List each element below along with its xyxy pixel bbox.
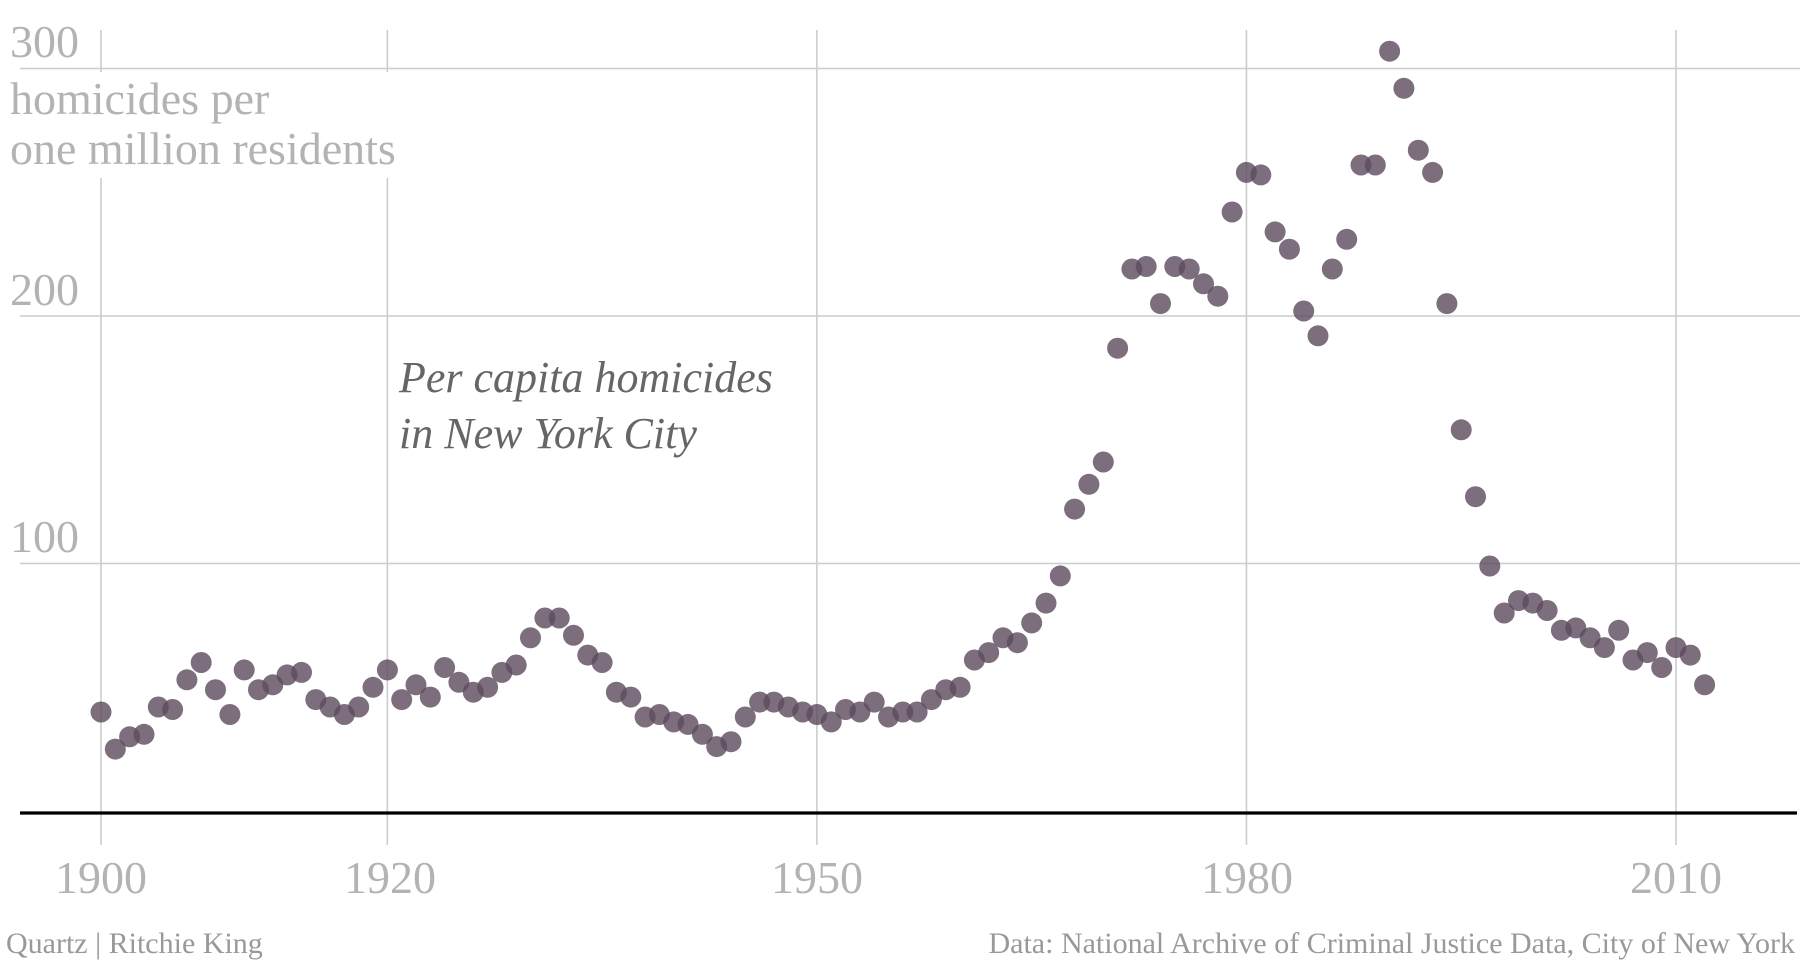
- data-point-1901: [104, 738, 126, 760]
- x-tick-label-2010: 2010: [1630, 852, 1722, 903]
- x-tick-label-1980: 1980: [1201, 852, 1293, 903]
- data-point-1929: [505, 654, 527, 676]
- y-axis-unit-label: homicides per one million residents: [10, 72, 406, 178]
- data-point-1920: [376, 659, 398, 681]
- data-point-1994: [1436, 293, 1458, 315]
- chart-title-line1: Per capita homicides: [399, 353, 773, 402]
- data-point-1992: [1407, 139, 1429, 161]
- data-point-1945: [734, 706, 756, 728]
- x-tick-label-1900: 1900: [55, 852, 147, 903]
- chart-title-line2: in New York City: [399, 409, 697, 458]
- data-point-1971: [1107, 337, 1129, 359]
- data-point-1905: [162, 699, 184, 720]
- data-point-2006: [1608, 619, 1630, 641]
- data-point-2001: [1536, 600, 1558, 621]
- y-axis-unit-line1: homicides per: [10, 73, 270, 124]
- data-point-1951: [820, 711, 842, 733]
- data-point-1957: [906, 701, 928, 723]
- data-point-1977: [1193, 273, 1214, 295]
- data-point-1919: [362, 676, 384, 698]
- data-point-1981: [1250, 164, 1272, 186]
- data-point-1968: [1064, 498, 1086, 520]
- chart-title: Per capita homicides in New York City: [399, 350, 773, 462]
- data-point-1965: [1021, 612, 1043, 634]
- data-point-1924: [434, 657, 456, 678]
- data-point-1909: [219, 704, 241, 725]
- data-point-1979: [1221, 201, 1243, 223]
- data-point-1906: [176, 669, 198, 691]
- data-point-1982: [1264, 221, 1286, 243]
- data-point-1969: [1078, 473, 1100, 495]
- data-point-1937: [620, 686, 642, 708]
- data-point-1993: [1422, 161, 1444, 183]
- data-point-1942: [691, 723, 713, 745]
- data-point-1974: [1150, 293, 1171, 315]
- data-point-1995: [1450, 419, 1472, 441]
- data-point-2009: [1651, 657, 1673, 678]
- data-point-1914: [291, 661, 312, 683]
- footer-credit: Quartz | Ritchie King: [6, 927, 263, 960]
- data-point-1983: [1278, 238, 1300, 260]
- data-point-1900: [90, 701, 112, 723]
- data-point-1918: [348, 696, 370, 718]
- data-point-1973: [1135, 256, 1157, 277]
- data-point-1984: [1293, 300, 1315, 322]
- data-point-1978: [1207, 285, 1229, 307]
- data-point-1923: [419, 686, 441, 708]
- data-point-1960: [949, 676, 971, 698]
- data-point-1927: [477, 676, 499, 698]
- data-point-1991: [1393, 77, 1415, 99]
- footer-source: Data: National Archive of Criminal Justi…: [988, 927, 1795, 960]
- data-point-1932: [548, 607, 570, 629]
- data-point-1935: [591, 652, 613, 673]
- data-point-1922: [405, 674, 427, 696]
- data-point-1990: [1379, 40, 1401, 62]
- data-point-1930: [520, 627, 541, 649]
- data-point-1966: [1035, 592, 1057, 614]
- data-point-1933: [563, 624, 584, 646]
- data-point-1964: [1006, 632, 1028, 654]
- data-point-1921: [391, 689, 413, 711]
- y-tick-label-200: 200: [10, 264, 79, 315]
- data-point-1944: [720, 731, 742, 753]
- data-point-1903: [133, 723, 155, 745]
- data-point-1998: [1493, 602, 1515, 624]
- y-tick-label-300: 300: [10, 16, 79, 67]
- x-tick-label-1920: 1920: [344, 852, 436, 903]
- data-point-2005: [1593, 637, 1615, 659]
- data-point-2011: [1679, 644, 1701, 666]
- data-point-1996: [1465, 486, 1486, 508]
- data-point-1967: [1049, 565, 1071, 587]
- data-point-1997: [1479, 555, 1501, 577]
- data-point-1985: [1307, 325, 1329, 347]
- data-point-1908: [205, 679, 226, 701]
- y-tick-label-100: 100: [10, 511, 79, 562]
- data-point-2008: [1636, 642, 1658, 664]
- data-point-1907: [190, 652, 212, 673]
- data-point-1970: [1092, 451, 1114, 473]
- data-point-1986: [1321, 258, 1343, 280]
- data-point-1976: [1178, 258, 1200, 280]
- data-point-2012: [1694, 674, 1716, 696]
- data-point-1910: [233, 659, 255, 681]
- y-axis-unit-line2: one million residents: [10, 123, 396, 174]
- data-point-1962: [978, 642, 1000, 664]
- data-point-1987: [1336, 228, 1358, 250]
- data-point-1954: [863, 691, 885, 713]
- x-tick-label-1950: 1950: [771, 852, 863, 903]
- data-point-1989: [1364, 154, 1386, 176]
